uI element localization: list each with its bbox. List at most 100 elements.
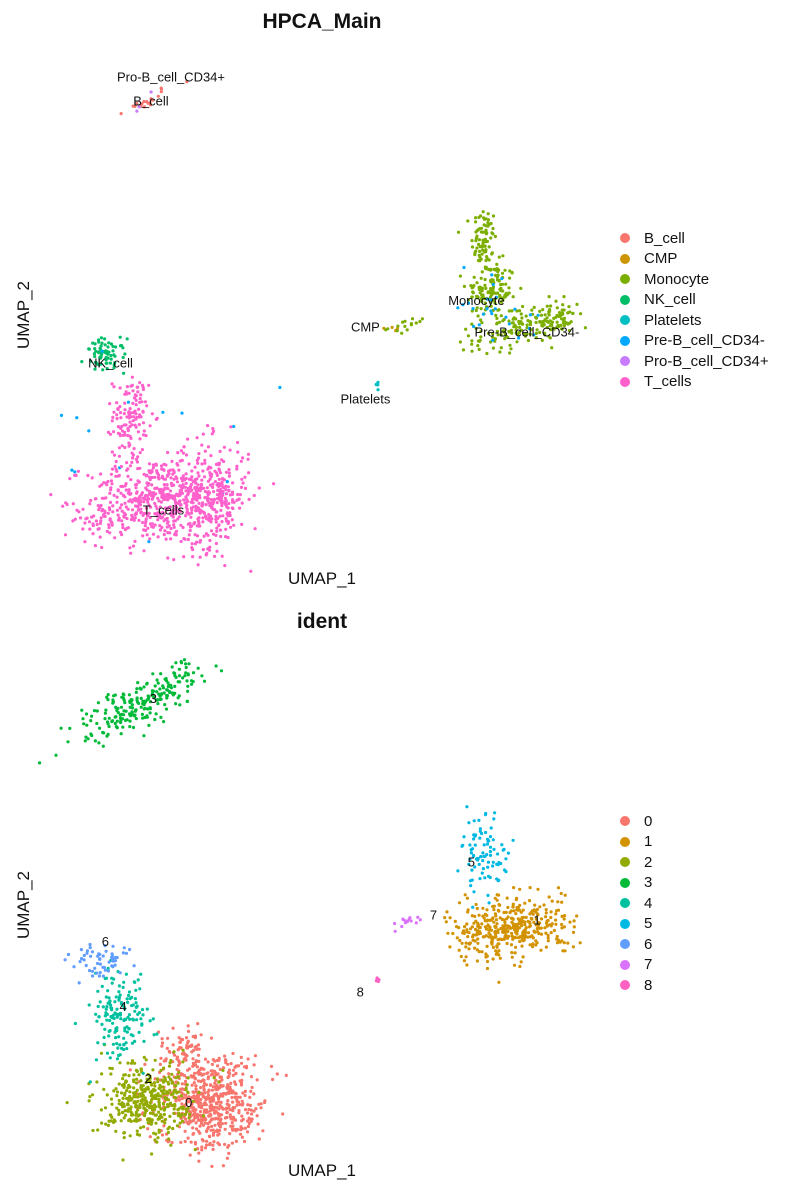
series-Pre-B_cell_CD34-: [59, 265, 540, 544]
scatter-point: [227, 468, 231, 472]
scatter-point: [118, 386, 122, 390]
scatter-point: [139, 705, 143, 709]
scatter-point: [536, 913, 540, 917]
scatter-point: [507, 291, 511, 295]
scatter-point: [125, 337, 129, 341]
scatter-point: [163, 529, 167, 533]
scatter-point: [138, 503, 143, 507]
scatter-point: [218, 492, 222, 496]
scatter-point: [491, 945, 495, 949]
scatter-point: [49, 493, 53, 497]
scatter-point: [480, 871, 484, 875]
scatter-point: [535, 907, 540, 912]
scatter-point: [248, 1095, 252, 1099]
scatter-point: [109, 353, 113, 358]
scatter-point: [228, 1132, 232, 1136]
scatter-point: [196, 456, 201, 460]
scatter-point: [54, 753, 58, 757]
scatter-point: [159, 697, 163, 701]
scatter-point: [114, 1129, 118, 1133]
scatter-point: [221, 490, 225, 494]
scatter-point: [490, 938, 494, 942]
scatter-point: [176, 1081, 180, 1085]
legend-item: 5: [620, 914, 652, 935]
scatter-point: [143, 715, 147, 720]
scatter-point: [66, 952, 71, 957]
scatter-point: [494, 313, 498, 317]
scatter-point: [181, 474, 185, 478]
scatter-point: [257, 1137, 261, 1141]
scatter-point: [263, 1100, 267, 1105]
scatter-point: [238, 1132, 243, 1136]
scatter-point: [549, 915, 553, 920]
scatter-point: [489, 293, 493, 297]
scatter-point: [82, 953, 86, 958]
scatter-point: [163, 497, 168, 501]
scatter-point: [531, 945, 535, 949]
scatter-point: [186, 1090, 190, 1094]
scatter-point: [151, 689, 156, 693]
scatter-point: [208, 483, 212, 487]
scatter-point: [529, 916, 533, 920]
scatter-point: [202, 1103, 206, 1107]
scatter-point: [185, 510, 189, 515]
scatter-point: [110, 482, 114, 486]
scatter-point: [229, 525, 233, 529]
scatter-point: [130, 500, 134, 504]
scatter-point: [488, 850, 492, 854]
scatter-point: [194, 481, 198, 485]
scatter-point: [518, 939, 522, 944]
scatter-point: [127, 413, 131, 418]
scatter-point: [168, 489, 173, 493]
scatter-point: [131, 419, 135, 423]
scatter-point: [110, 382, 114, 386]
scatter-point: [135, 101, 139, 105]
scatter-point: [135, 696, 139, 700]
cluster-label: NK_cell: [88, 356, 133, 371]
scatter-point: [201, 1095, 205, 1099]
scatter-point: [143, 1107, 147, 1111]
scatter-point: [111, 1021, 115, 1025]
scatter-point: [176, 680, 180, 684]
scatter-point: [136, 467, 140, 471]
scatter-point: [221, 1107, 225, 1111]
scatter-point: [101, 965, 105, 969]
scatter-point: [461, 303, 465, 307]
scatter-point: [195, 1047, 199, 1051]
scatter-point: [241, 1091, 245, 1095]
scatter-point: [127, 416, 131, 420]
scatter-point: [185, 699, 189, 703]
scatter-point: [177, 1036, 181, 1040]
scatter-point: [486, 291, 490, 295]
scatter-point: [186, 437, 190, 441]
scatter-point: [201, 1114, 206, 1118]
scatter-point: [559, 891, 563, 896]
scatter-point: [156, 681, 160, 685]
scatter-point: [236, 440, 240, 445]
scatter-point: [499, 861, 503, 866]
scatter-point: [135, 1132, 139, 1136]
scatter-point: [104, 949, 108, 953]
series-7: [393, 915, 422, 933]
scatter-point: [247, 1116, 251, 1120]
scatter-point: [477, 926, 481, 930]
scatter-point: [116, 431, 120, 435]
scatter-point: [164, 1059, 168, 1063]
scatter-point: [94, 360, 98, 364]
scatter-point: [545, 316, 549, 320]
scatter-point: [519, 923, 523, 927]
scatter-point: [188, 528, 192, 533]
scatter-point: [185, 1099, 189, 1103]
scatter-point: [240, 1061, 244, 1065]
scatter-point: [401, 320, 405, 324]
scatter-point: [212, 1140, 216, 1144]
scatter-point: [187, 462, 191, 466]
scatter-point: [159, 1094, 163, 1098]
scatter-point: [123, 1109, 127, 1113]
scatter-point: [492, 291, 496, 295]
scatter-point: [174, 1099, 178, 1103]
x-axis-label: UMAP_1: [287, 569, 357, 588]
scatter-point: [119, 426, 123, 430]
series-3: [38, 658, 224, 765]
scatter-point: [503, 332, 507, 336]
